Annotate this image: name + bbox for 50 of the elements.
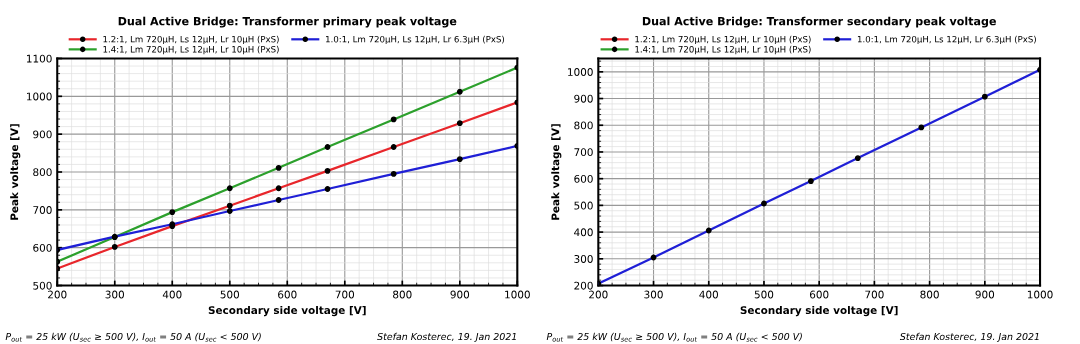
y-tick-label: 500	[33, 281, 52, 290]
x-tick-label: 1000	[505, 290, 530, 299]
x-tick-label: 800	[393, 290, 412, 299]
y-axis-title: Peak voltage [V]	[551, 124, 562, 220]
y-tick-label: 600	[33, 243, 52, 252]
x-axis-title: Secondary side voltage [V]	[740, 306, 898, 317]
y-tick-label: 900	[33, 130, 52, 139]
y-tick-label: 900	[574, 94, 593, 103]
y-tick-label: 800	[574, 121, 593, 130]
y-tick-label: 300	[574, 255, 593, 263]
x-tick-label: 800	[920, 290, 939, 299]
y-tick-label: 1000	[568, 68, 593, 76]
chart-title: Dual Active Bridge: Transformer primary peak voltage	[118, 16, 457, 28]
x-tick-label: 900	[975, 290, 995, 299]
text: P$_{out}$ = 25 kW (U$_{sec}$ ≥ 500 V), I$_{out}$ = 50 A (U$_{sec}$ < 500 V)	[5, 332, 261, 342]
x-tick-label: 900	[450, 290, 470, 299]
y-tick-label: 200	[574, 281, 593, 290]
x-tick-label: 700	[865, 290, 884, 299]
x-tick-label: 300	[644, 290, 663, 299]
text: P$_{out}$ = 25 kW (U$_{sec}$ ≥ 500 V), I$_{out}$ = 50 A (U$_{sec}$ < 500 V)	[546, 332, 802, 342]
x-tick-label: 1000	[1027, 290, 1053, 299]
legend-label: 1.0:1, Lm 720µH, Ls 12µH, Lr 6.3µH (PxS)	[326, 35, 505, 45]
legend-label: 1.4:1, Lm 720µH, Ls 12µH, Lr 10µH (PxS)	[635, 45, 811, 55]
x-tick-label: 600	[809, 290, 829, 299]
legend-label: 1.4:1, Lm 720µH, Ls 12µH, Lr 10µH (PxS)	[103, 45, 279, 55]
legend-label: 1.2:1, Lm 720µH, Ls 12µH, Lr 10µH (PxS)	[635, 35, 811, 45]
x-tick-label: 200	[589, 290, 608, 299]
y-tick-label: 700	[574, 148, 593, 157]
x-axis-title: Secondary side voltage [V]	[208, 306, 366, 317]
y-tick-label: 500	[574, 201, 593, 210]
y-tick-label: 1100	[27, 54, 52, 63]
y-tick-label: 800	[33, 168, 52, 177]
legend-label: 1.0:1, Lm 720µH, Ls 12µH, Lr 6.3µH (PxS)	[857, 35, 1036, 45]
y-axis-title: Peak voltage [V]	[10, 124, 21, 220]
y-tick-label: 700	[33, 206, 52, 214]
chart-title: Dual Active Bridge: Transformer secondary peak voltage	[642, 16, 996, 28]
x-tick-label: 400	[699, 290, 718, 299]
text: Stefan Kosterec, 19. Jan 2021	[899, 332, 1039, 342]
text: Stefan Kosterec, 19. Jan 2021	[377, 332, 516, 342]
y-tick-label: 600	[574, 174, 593, 183]
x-tick-label: 200	[48, 290, 67, 299]
x-tick-label: 300	[105, 290, 124, 299]
x-tick-label: 600	[278, 290, 297, 299]
y-tick-label: 400	[574, 228, 593, 237]
legend-label: 1.2:1, Lm 720µH, Ls 12µH, Lr 10µH (PxS)	[103, 35, 279, 45]
x-tick-label: 400	[162, 290, 182, 299]
x-tick-label: 700	[335, 290, 355, 299]
x-tick-label: 500	[220, 290, 240, 299]
x-tick-label: 500	[754, 290, 774, 299]
y-tick-label: 1000	[27, 92, 52, 101]
